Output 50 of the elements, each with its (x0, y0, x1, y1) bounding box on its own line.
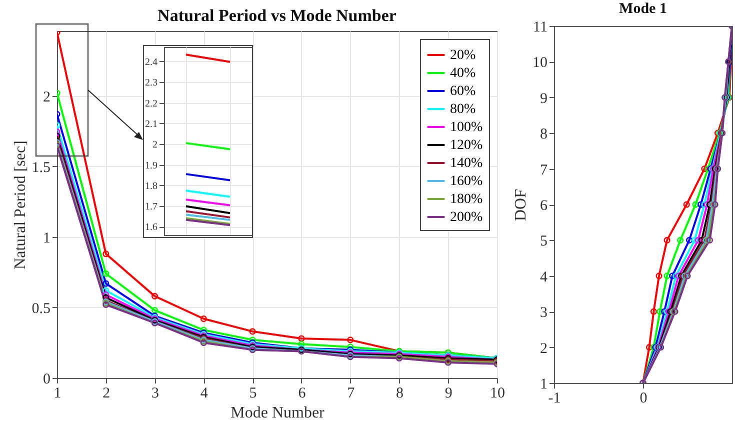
legend-label: 180% (450, 192, 483, 207)
y-tick-label: 1.5 (32, 160, 50, 176)
y-tick-label: 2 (43, 89, 50, 106)
chart-title: Natural Period vs Mode Number (158, 6, 397, 25)
y-tick-label: 10 (532, 55, 548, 72)
legend-label: 160% (450, 174, 483, 189)
y-tick-label: 0.5 (32, 300, 50, 317)
y-tick-label: 1 (43, 230, 50, 246)
y-tick-label: 9 (540, 90, 548, 107)
y-tick-label: 6 (540, 198, 548, 214)
x-tick-label: 1 (54, 386, 62, 402)
y-tick-label: 2 (540, 340, 548, 357)
legend-label: 140% (450, 156, 483, 171)
y-axis-title: DOF (512, 188, 530, 222)
legend-label: 200% (450, 210, 483, 225)
y-tick-label: 1.8 (145, 180, 158, 192)
x-tick-label: 2 (102, 386, 110, 402)
y-tick-label: 5 (540, 234, 548, 250)
x-tick-label: 0 (640, 390, 648, 406)
legend-label: 120% (450, 138, 483, 153)
x-axis-title: Mode Number (230, 404, 326, 422)
legend-label: 20% (450, 48, 476, 63)
y-tick-label: 2.1 (145, 118, 158, 130)
y-tick-label: 8 (540, 126, 548, 143)
x-tick-label: 8 (396, 386, 404, 402)
y-tick-label: 2.2 (145, 98, 158, 110)
y-tick-label: 3 (540, 305, 548, 322)
y-tick-label: 1.6 (145, 222, 158, 234)
y-tick-label: 2 (152, 140, 158, 151)
y-tick-label: 0 (43, 372, 50, 388)
x-tick-label: 9 (444, 386, 452, 402)
x-tick-label: -1 (548, 390, 561, 406)
y-tick-label: 1.9 (145, 160, 158, 172)
y-tick-label: 4 (540, 269, 548, 286)
x-tick-label: 7 (347, 386, 356, 402)
chart-title: Mode 1 (619, 1, 667, 17)
legend-label: 60% (450, 84, 476, 99)
y-tick-label: 1.7 (145, 202, 158, 213)
x-tick-label: 10 (490, 386, 505, 402)
x-tick-label: 6 (298, 386, 306, 402)
y-axis-title: Natural Period [sec] (12, 140, 29, 270)
y-tick-label: 7 (540, 162, 548, 178)
legend-label: 40% (450, 66, 476, 81)
legend-label: 100% (450, 120, 483, 135)
y-tick-label: 2.4 (145, 56, 158, 68)
x-tick-label: 5 (249, 386, 257, 402)
x-tick-label: 4 (200, 386, 208, 402)
legend-label: 80% (450, 102, 476, 117)
y-tick-label: 11 (533, 20, 548, 36)
y-tick-label: 2.3 (145, 78, 158, 89)
